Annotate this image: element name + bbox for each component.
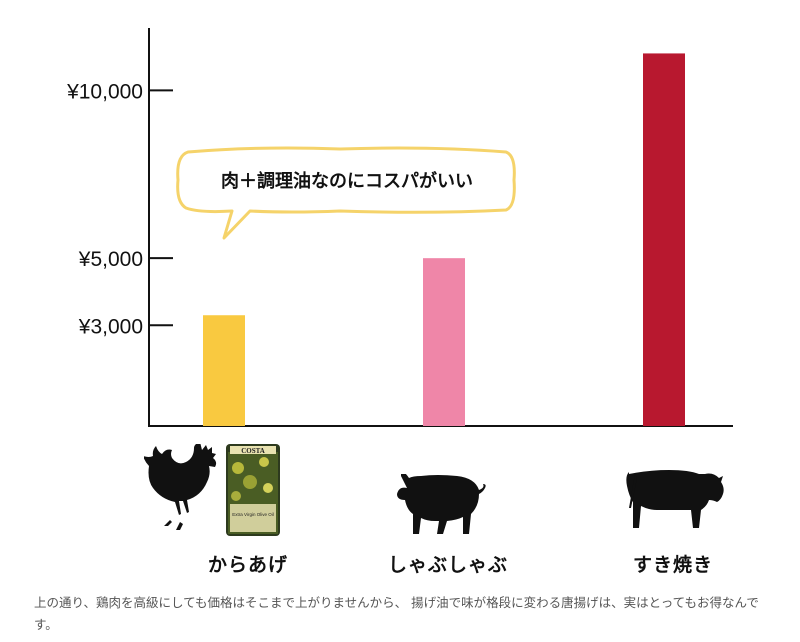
cow-icon: [626, 470, 724, 528]
bars: [203, 53, 685, 426]
oil-can-line: Extra Virgin Olive Oil: [232, 512, 273, 517]
callout-bubble: 肉＋調理油なのにコスパがいい: [176, 146, 516, 240]
y-tick-label: ¥3,000: [78, 315, 143, 338]
pig-icon: [397, 474, 486, 534]
oil-can-brand: COSTA: [241, 447, 265, 455]
olive-oil-can-icon: COSTA Extra Virgin Olive Oil: [226, 444, 280, 536]
category-label-sukiyaki: すき焼き: [632, 554, 713, 576]
bar-1: [423, 258, 465, 426]
y-tick-label: ¥5,000: [78, 248, 143, 271]
y-ticks: ¥3,000 ¥5,000 ¥10,000: [66, 80, 173, 338]
bar-0: [203, 315, 245, 426]
caption-text: 上の通り、鶏肉を高級にしても価格はそこまで上がりませんから、 揚げ油で味が格段に…: [34, 595, 759, 632]
callout-text: 肉＋調理油なのにコスパがいい: [221, 170, 473, 192]
callout-outline: [176, 146, 516, 240]
bar-2: [643, 53, 685, 426]
rooster-icon: [144, 444, 217, 530]
y-tick-label: ¥10,000: [66, 80, 143, 103]
bar-chart: ¥3,000 ¥5,000 ¥10,000 肉＋調理油なのにコスパがいい: [66, 28, 733, 427]
category-label-shabu: しゃぶしゃぶ: [387, 554, 508, 576]
category-label-karaage: からあげ: [207, 554, 288, 576]
